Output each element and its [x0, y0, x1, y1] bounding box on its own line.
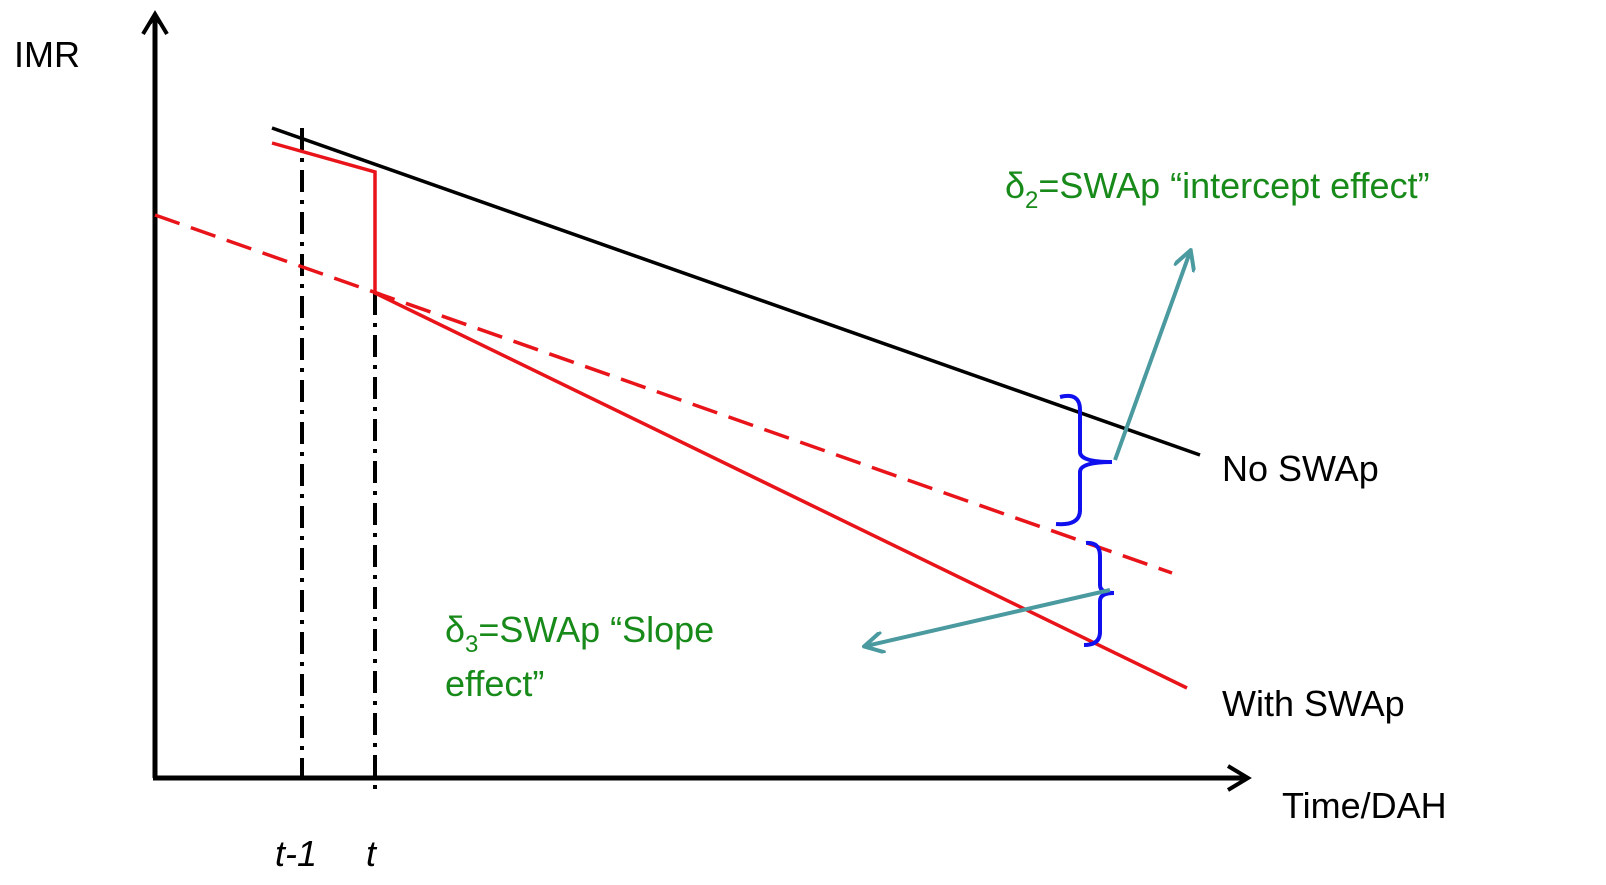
line-label: With SWAp [1222, 683, 1405, 724]
slope-arrow [866, 588, 1111, 646]
slope-brace [1083, 540, 1115, 647]
with-swap-line [271, 141, 1188, 690]
no-swap-line [271, 126, 1201, 457]
slope-annotation-line: effect” [445, 663, 544, 704]
x-axis-arrow [1226, 764, 1252, 792]
symbol: δ [1005, 165, 1025, 206]
time-mark-label: t [366, 833, 378, 874]
intercept-annotation: δ2=SWAp “intercept effect” [1005, 165, 1430, 214]
time-mark-label: t-1 [275, 833, 317, 874]
slope-annotation: δ3=SWAp “Slope [445, 609, 714, 658]
subscript: 2 [1025, 187, 1038, 214]
y-axis-arrow [141, 10, 169, 36]
text: =SWAp “intercept effect” [1038, 165, 1429, 206]
subscript: 3 [465, 631, 478, 658]
line-label: No SWAp [1222, 448, 1379, 489]
counterfactual-line [154, 213, 1173, 575]
intercept-arrow [1113, 252, 1190, 461]
intercept-brace [1055, 393, 1113, 527]
x-axis-label: Time/DAH [1282, 785, 1447, 826]
text: =SWAp “Slope [478, 609, 714, 650]
symbol: δ [445, 609, 465, 650]
y-axis-label: IMR [14, 34, 80, 75]
